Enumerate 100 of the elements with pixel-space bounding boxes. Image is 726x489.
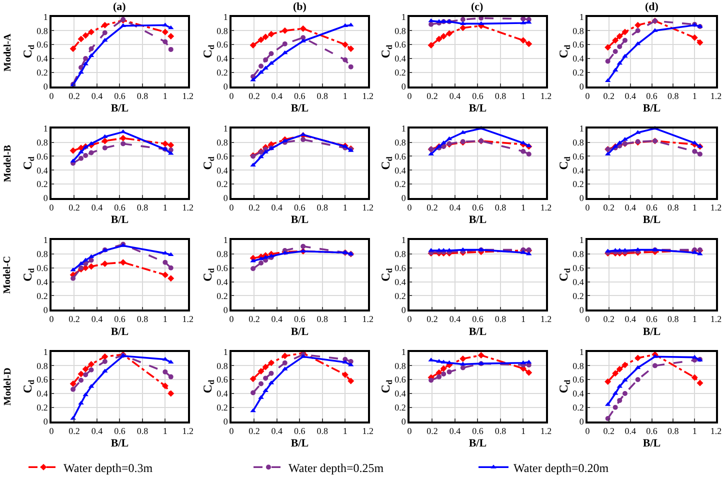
x-tick-label: 1.2: [710, 426, 722, 436]
x-tick-label: 0.8: [494, 426, 507, 436]
x-tick-label: 0.4: [449, 426, 462, 436]
x-axis-title: B/L: [290, 214, 309, 226]
chart-title: (c): [471, 1, 484, 13]
x-tick-label: 0.4: [624, 202, 636, 213]
y-tick-label: 0.2: [572, 179, 584, 190]
chart-title: (d): [645, 1, 659, 13]
x-tick-label: 0.6: [646, 90, 658, 101]
x-tick-label: 0.4: [449, 90, 462, 101]
x-tick-label: 0.4: [271, 90, 284, 101]
x-tick-label: 0.4: [271, 314, 284, 324]
y-tick-label: 1: [43, 235, 48, 246]
x-tick-label: 1: [520, 314, 526, 324]
x-tick-label: 0.6: [472, 314, 484, 324]
y-tick-label: 0.4: [572, 388, 584, 399]
x-tick-label: 0.4: [624, 314, 636, 324]
y-tick-label: 1: [401, 235, 406, 246]
y-tick-label: 0.6: [394, 40, 406, 50]
y-tick-label: 0.8: [572, 249, 584, 260]
x-tick-label: 0.4: [449, 314, 462, 324]
y-tick-label: 1: [43, 12, 48, 22]
y-tick-label: 0.6: [216, 151, 228, 162]
x-tick-label: 0.8: [316, 314, 329, 324]
y-tick-label: 0.2: [572, 290, 584, 301]
y-tick-label: 0.8: [572, 137, 584, 148]
x-tick-label: 0.8: [494, 90, 507, 101]
y-tick-label: 0: [223, 416, 228, 426]
x-tick-label: 0.6: [646, 426, 658, 436]
y-tick-label: 1: [401, 124, 406, 134]
y-tick-label: 0.4: [36, 165, 48, 176]
x-tick-label: 0.6: [472, 426, 484, 436]
x-tick-label: 0.6: [472, 202, 484, 213]
x-tick-label: 0.4: [449, 202, 462, 213]
x-tick-label: 1: [520, 202, 526, 213]
y-tick-label: 0.8: [216, 137, 228, 148]
x-tick-label: 0.8: [136, 90, 149, 101]
y-tick-label: 0.6: [36, 40, 48, 50]
x-tick-label: 0.2: [603, 314, 615, 324]
x-tick-label: 0.2: [426, 314, 438, 324]
legend-label: Water depth=0.20m: [514, 460, 610, 475]
x-axis-title: B/L: [110, 102, 129, 115]
x-tick-label: 0.2: [68, 426, 80, 436]
x-tick-label: 1: [342, 426, 348, 436]
y-tick-label: 0.8: [572, 360, 584, 371]
y-tick-label: 0.2: [572, 402, 584, 413]
x-tick-label: 1.2: [362, 202, 374, 213]
x-tick-label: 1: [692, 202, 697, 213]
x-tick-label: 0.6: [646, 202, 658, 213]
y-tick-label: 0.6: [36, 263, 48, 274]
text: Model-A: [2, 32, 14, 72]
y-tick-label: 0.2: [216, 68, 228, 78]
y-tick-label: 0.2: [216, 402, 228, 413]
x-tick-label: 1.2: [362, 314, 374, 324]
y-tick-label: 0: [43, 304, 48, 315]
y-tick-label: 0: [43, 416, 48, 426]
y-tick-label: 0.4: [394, 276, 406, 287]
x-tick-label: 1: [162, 426, 168, 436]
x-tick-label: 1: [692, 426, 697, 436]
x-tick-label: 1.2: [182, 426, 194, 436]
y-tick-label: 0: [579, 81, 584, 92]
y-tick-label: 0.8: [394, 26, 406, 36]
x-tick-label: 0.2: [603, 202, 615, 213]
y-tick-label: 0.6: [572, 263, 584, 274]
x-tick-label: 0.6: [294, 426, 306, 436]
y-tick-label: 0: [43, 193, 48, 204]
y-tick-label: 0: [401, 416, 406, 426]
x-tick-label: 0.4: [91, 426, 104, 436]
y-tick-label: 1: [579, 346, 584, 357]
y-tick-label: 0.2: [216, 179, 228, 190]
y-tick-label: 0.4: [572, 165, 584, 176]
x-tick-label: 1: [520, 426, 526, 436]
y-tick-label: 1: [401, 346, 406, 357]
x-axis-title: B/L: [290, 326, 309, 338]
x-axis-title: B/L: [110, 214, 129, 226]
x-tick-label: 0.4: [624, 426, 636, 436]
x-tick-label: 0.8: [316, 202, 329, 213]
y-tick-label: 0.6: [216, 374, 228, 385]
y-tick-label: 0.4: [216, 388, 228, 399]
x-axis-title: B/L: [642, 326, 661, 338]
x-tick-label: 0.4: [91, 314, 104, 324]
y-tick-label: 0: [43, 81, 48, 92]
y-tick-label: 0.4: [216, 276, 228, 287]
x-tick-label: 0.4: [624, 90, 636, 101]
y-tick-label: 0.2: [572, 68, 584, 78]
x-tick-label: 0.8: [136, 202, 149, 213]
x-tick-label: 1: [162, 90, 168, 101]
x-tick-label: 1.2: [182, 314, 194, 324]
x-axis-title: B/L: [468, 438, 487, 450]
x-tick-label: 0.6: [114, 202, 126, 213]
y-tick-label: 0.8: [216, 26, 228, 36]
y-tick-label: 0.4: [394, 388, 406, 399]
x-axis-title: B/L: [290, 102, 309, 115]
x-axis-title: B/L: [642, 438, 661, 450]
y-tick-label: 0.8: [36, 360, 48, 371]
x-tick-label: 0.8: [316, 90, 329, 101]
x-tick-label: 1: [162, 202, 168, 213]
x-axis-title: B/L: [468, 102, 487, 115]
y-tick-label: 1: [223, 346, 228, 357]
y-tick-label: 0.4: [36, 388, 48, 399]
